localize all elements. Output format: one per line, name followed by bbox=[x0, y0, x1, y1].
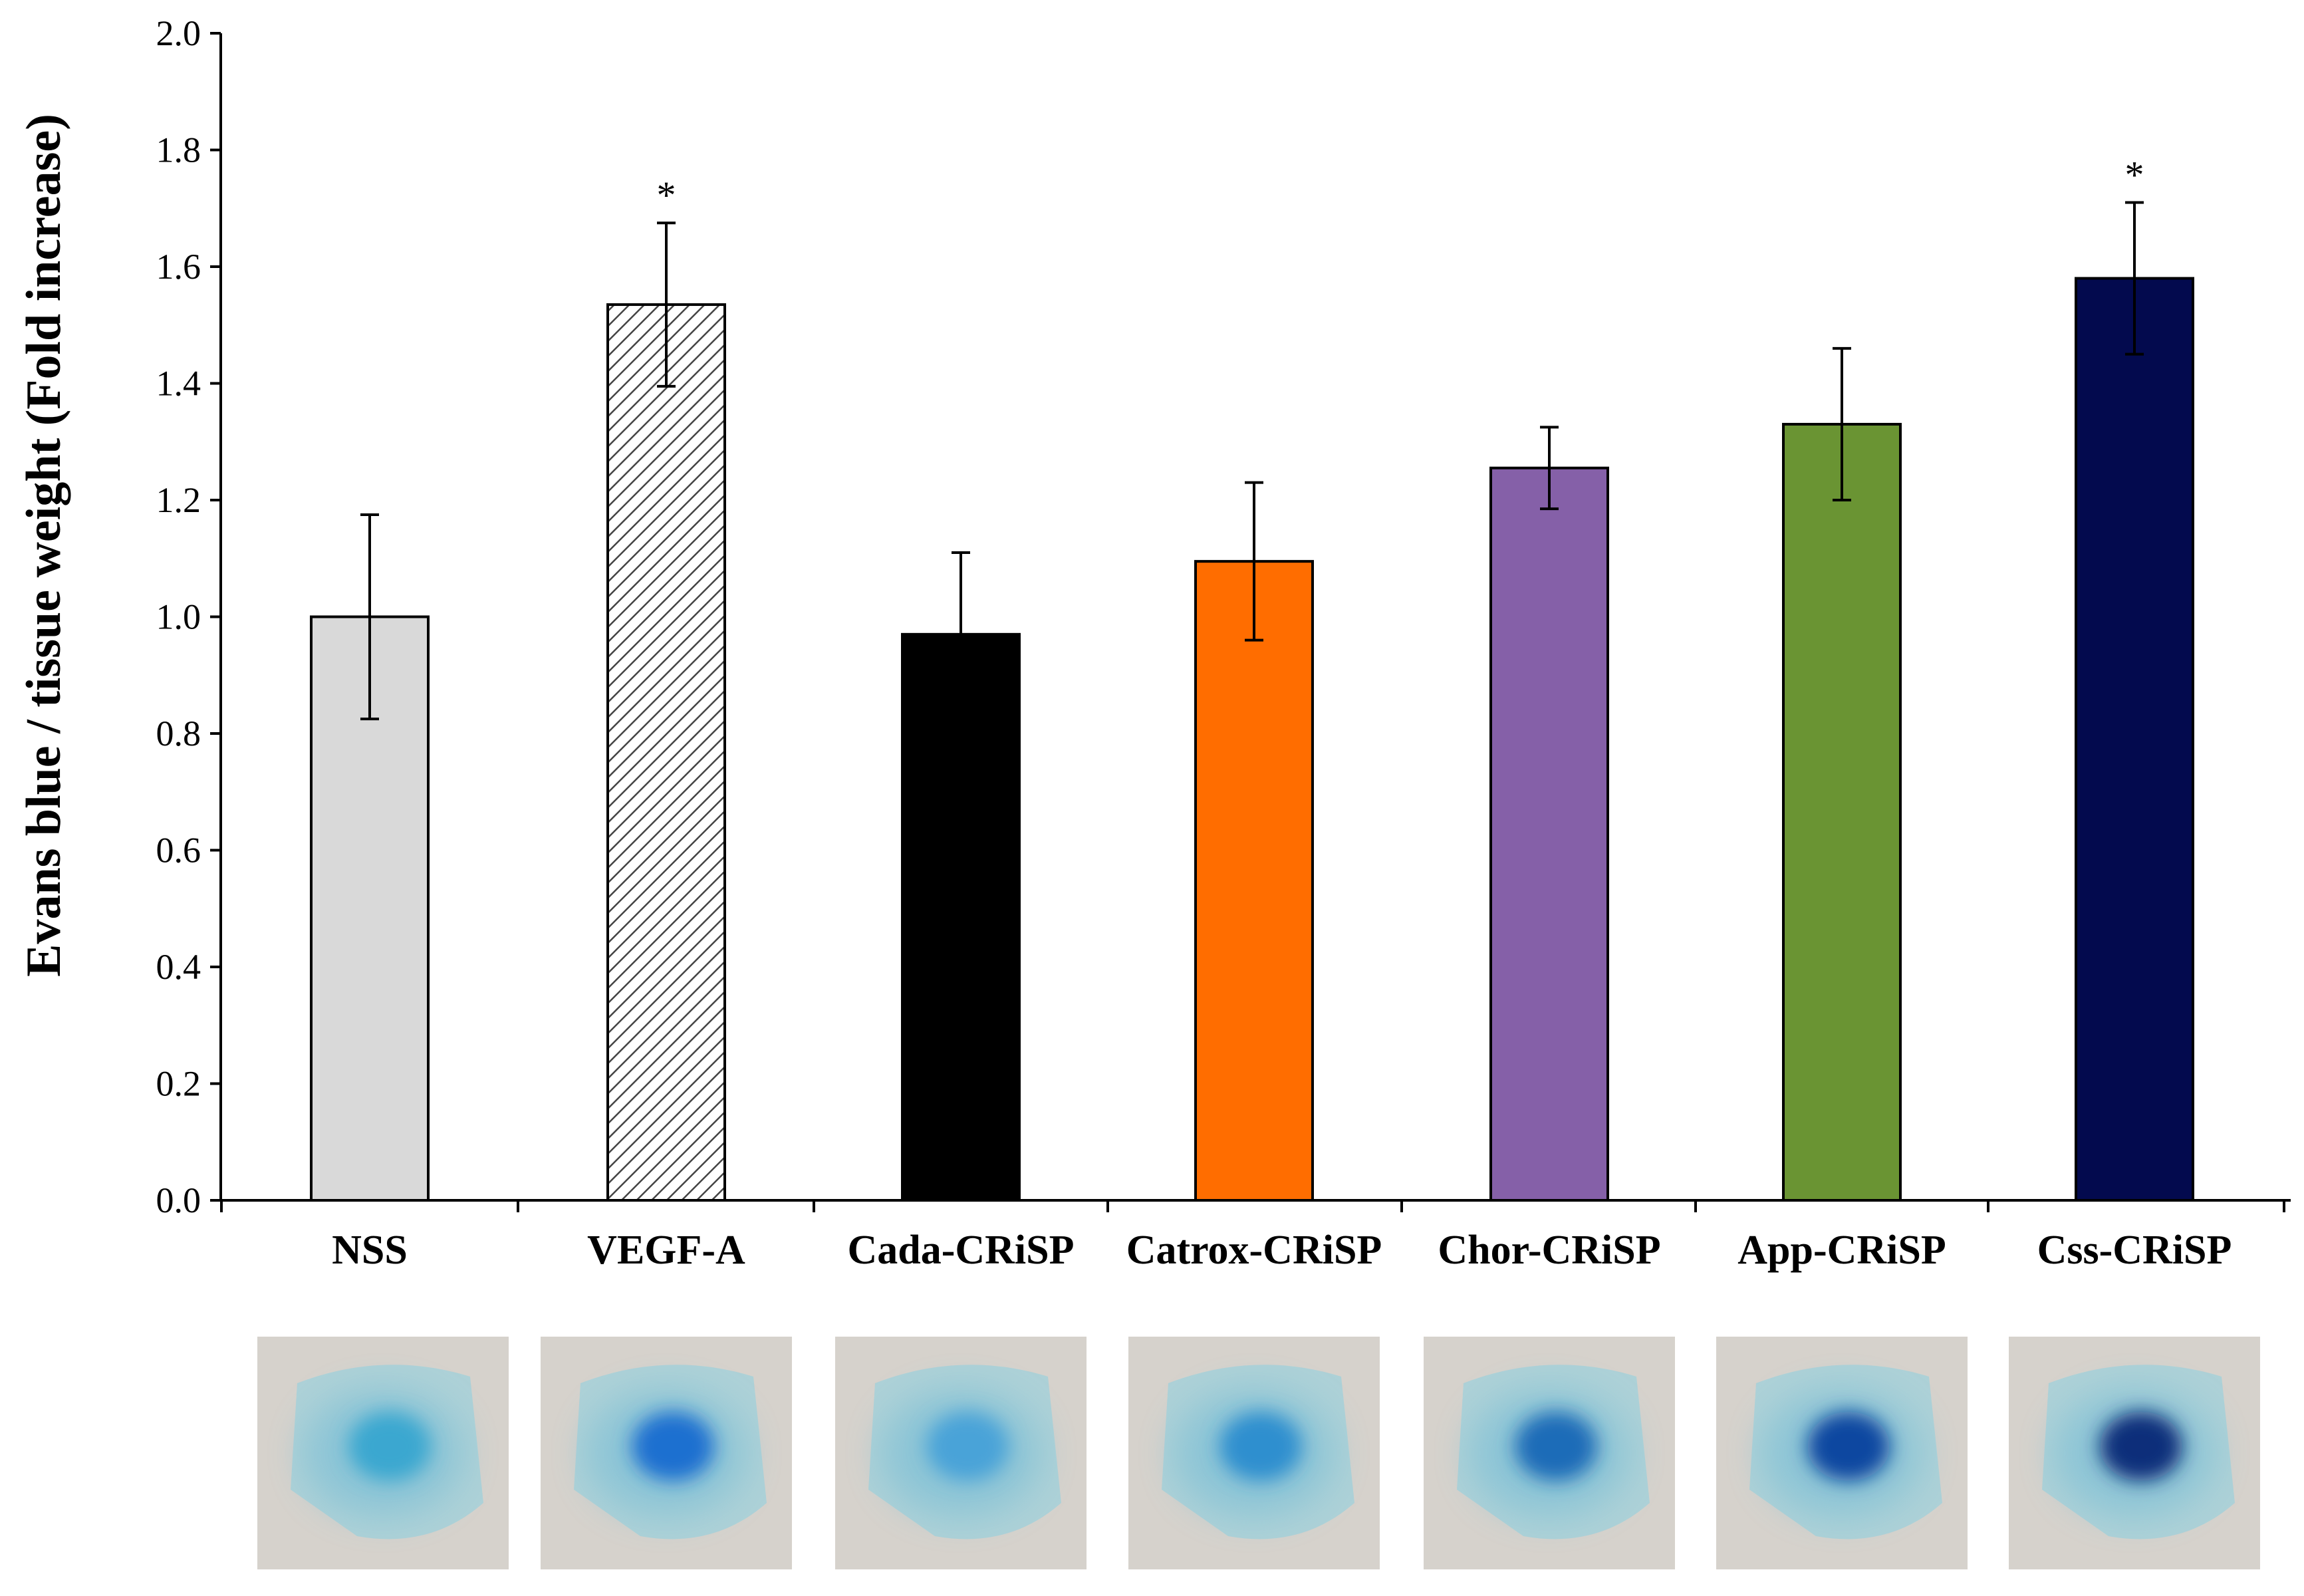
bar-chor-crisp bbox=[1489, 466, 1609, 1202]
bar-catrox-crisp bbox=[1194, 560, 1314, 1202]
bar-vegf-a bbox=[606, 303, 726, 1202]
y-tick-label: 0.4 bbox=[156, 947, 201, 987]
stain-spot bbox=[348, 1412, 431, 1481]
skin-sample-photo bbox=[541, 1337, 792, 1569]
stain-spot bbox=[2100, 1412, 2182, 1481]
y-tick-label: 1.8 bbox=[156, 130, 201, 170]
category-label: NSS bbox=[332, 1228, 408, 1273]
y-tick-label: 0.6 bbox=[156, 831, 201, 870]
skin-sample-photo bbox=[2009, 1337, 2260, 1569]
y-tick-label: 1.6 bbox=[156, 247, 201, 287]
stain-spot bbox=[926, 1412, 1009, 1481]
skin-sample-photo bbox=[1424, 1337, 1675, 1569]
significance-star: * bbox=[2125, 153, 2144, 196]
bars bbox=[310, 277, 2194, 1202]
category-label: Catrox-CRiSP bbox=[1126, 1228, 1382, 1273]
y-tick-label: 1.2 bbox=[156, 480, 201, 520]
stain-spot bbox=[1219, 1412, 1302, 1481]
category-label: Cada-CRiSP bbox=[847, 1228, 1074, 1273]
y-tick-label: 0.2 bbox=[156, 1064, 201, 1104]
y-tick-label: 0.8 bbox=[156, 714, 201, 753]
y-ticks: 0.0 0.2 0.4 0.6 0.8 1.0 1.2 1.4 1.6 1.8 2.0 bbox=[156, 13, 221, 1220]
y-tick-label: 1.4 bbox=[156, 364, 201, 404]
error-bars bbox=[360, 201, 2144, 721]
category-label: Css-CRiSP bbox=[2037, 1228, 2232, 1273]
y-tick-label: 2.0 bbox=[156, 13, 201, 53]
stain-spot bbox=[1515, 1412, 1597, 1481]
skin-sample-photo bbox=[1128, 1337, 1380, 1569]
category-labels: NSS VEGF-A Cada-CRiSP Catrox-CRiSP Chor-CRiS… bbox=[332, 1228, 2232, 1273]
bar-app-crisp bbox=[1782, 422, 1902, 1202]
skin-sample-photo bbox=[835, 1337, 1087, 1569]
category-label: App-CRiSP bbox=[1737, 1228, 1946, 1273]
category-label: VEGF-A bbox=[587, 1228, 745, 1273]
y-tick-label: 1.0 bbox=[156, 597, 201, 637]
sample-photos bbox=[257, 1337, 2260, 1569]
skin-sample-photo bbox=[257, 1337, 509, 1569]
category-label: Chor-CRiSP bbox=[1438, 1228, 1660, 1273]
bar-css-crisp bbox=[2075, 277, 2194, 1202]
stain-spot bbox=[632, 1412, 714, 1481]
bar-nss bbox=[310, 615, 430, 1202]
y-tick-label: 0.0 bbox=[156, 1180, 201, 1220]
skin-sample-photo bbox=[1716, 1337, 1968, 1569]
stain-spot bbox=[1807, 1412, 1890, 1481]
y-axis-label: Evans blue / tissue weight (Fold increas… bbox=[17, 114, 71, 977]
bar-cada-crisp bbox=[901, 632, 1021, 1202]
significance-markers: * * bbox=[657, 153, 2144, 217]
significance-star: * bbox=[657, 174, 676, 217]
